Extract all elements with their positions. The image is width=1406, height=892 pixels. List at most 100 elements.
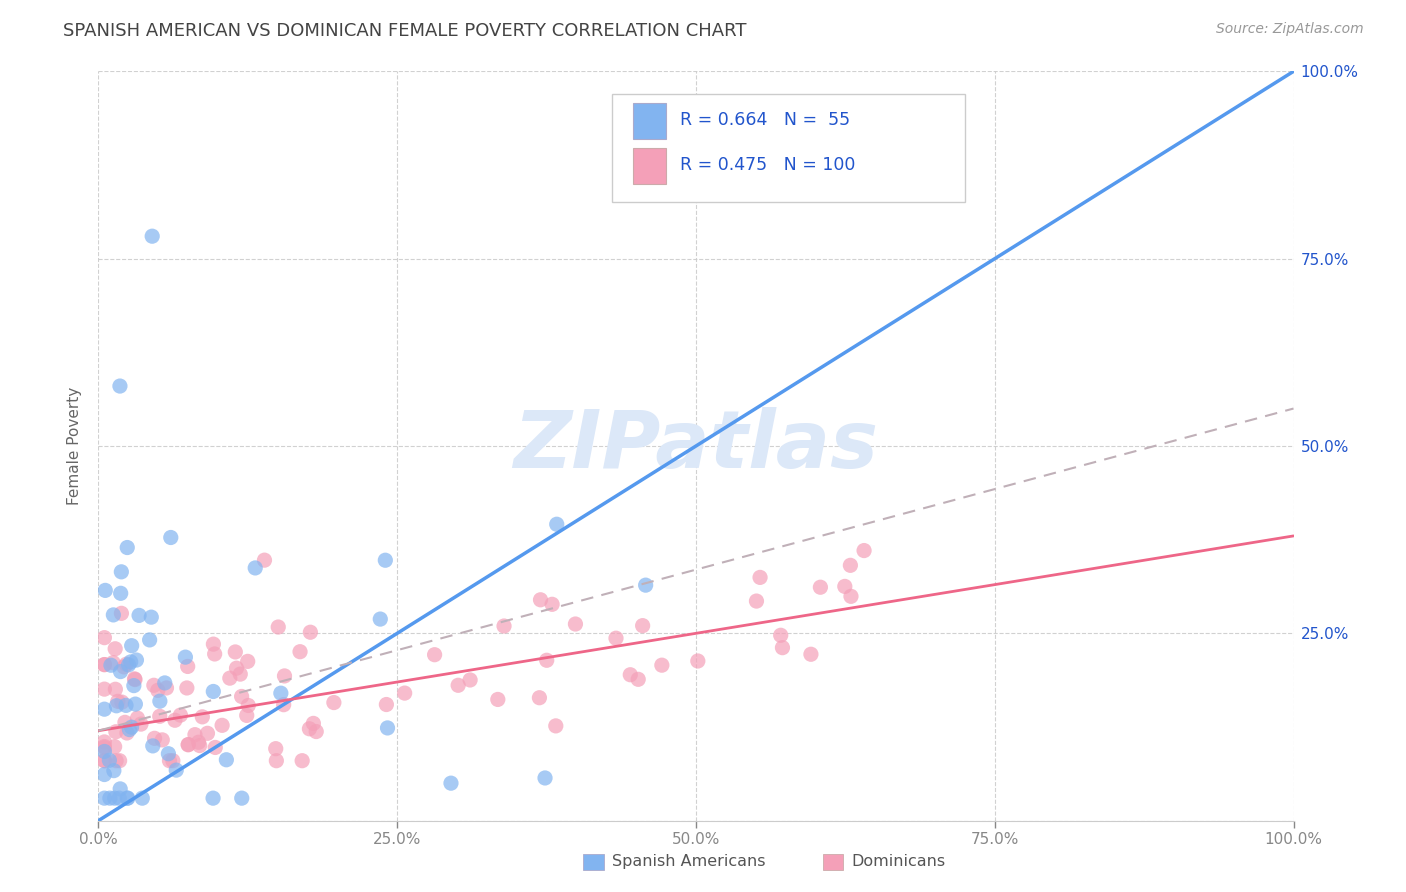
Point [104,724,127,739]
Point [124,672,146,686]
Point [458,673,481,687]
Point [772,640,794,655]
Point [141,229,163,244]
Point [270,686,292,700]
Point [117,541,139,555]
Point [529,592,551,607]
Point [546,517,568,532]
Point [115,698,138,713]
Point [131,791,153,805]
Point [235,708,257,723]
Point [104,791,127,805]
Point [118,723,141,737]
Point [114,715,136,730]
Point [117,791,139,805]
Point [103,764,125,778]
Point [529,690,551,705]
Point [93,735,115,749]
Point [117,657,139,672]
Point [93,740,115,755]
Point [447,678,470,692]
Point [105,754,128,768]
Point [853,543,876,558]
Point [101,656,124,670]
Point [98,791,121,805]
Point [110,586,132,600]
Point [149,709,172,723]
Point [224,645,246,659]
Point [202,684,225,698]
Point [536,653,558,667]
Point [184,728,207,742]
Point [93,754,115,768]
Point [631,618,654,632]
Point [115,657,138,672]
Point [105,698,128,713]
Point [110,665,132,679]
Point [299,625,322,640]
Point [124,673,146,687]
Text: R = 0.664   N =  55: R = 0.664 N = 55 [681,112,851,129]
Point [104,641,127,656]
Point [229,667,252,681]
Text: Dominicans: Dominicans [851,855,945,869]
Point [686,654,709,668]
Point [800,647,823,661]
Point [440,776,463,790]
Point [122,679,145,693]
Point [197,726,219,740]
Point [142,739,165,753]
Point [98,753,121,767]
Point [204,647,226,661]
Point [150,732,173,747]
Point [266,754,288,768]
Point [291,754,314,768]
Point [375,698,398,712]
Point [202,637,225,651]
Point [149,694,172,708]
Point [215,753,238,767]
Point [93,657,115,672]
Point [143,731,166,746]
Point [159,531,181,545]
Point [108,754,131,768]
Point [188,739,211,753]
Point [121,639,143,653]
Point [107,694,129,708]
Point [368,612,391,626]
Point [187,735,209,749]
Point [191,710,214,724]
Point [377,721,399,735]
Point [302,716,325,731]
Point [93,739,115,754]
Point [177,738,200,752]
Point [745,594,768,608]
Point [211,718,233,732]
Point [834,579,856,593]
Point [245,561,267,575]
Point [163,713,186,727]
Text: Source: ZipAtlas.com: Source: ZipAtlas.com [1216,22,1364,37]
Point [93,682,115,697]
Point [176,659,198,673]
Point [112,660,135,674]
Point [153,676,176,690]
Point [129,717,152,731]
Y-axis label: Female Poverty: Female Poverty [67,387,83,505]
Point [564,617,586,632]
Point [808,580,831,594]
Point [141,610,163,624]
Bar [633,103,666,139]
Point [93,702,115,716]
Point [238,698,260,713]
Text: R = 0.475   N = 100: R = 0.475 N = 100 [681,156,856,174]
Point [110,565,132,579]
Point [155,681,177,695]
Point [544,719,567,733]
Point [93,754,115,768]
Point [273,698,295,712]
Bar [633,148,666,184]
Text: SPANISH AMERICAN VS DOMINICAN FEMALE POVERTY CORRELATION CHART: SPANISH AMERICAN VS DOMINICAN FEMALE POV… [63,22,747,40]
Point [839,590,862,604]
Point [103,607,125,622]
